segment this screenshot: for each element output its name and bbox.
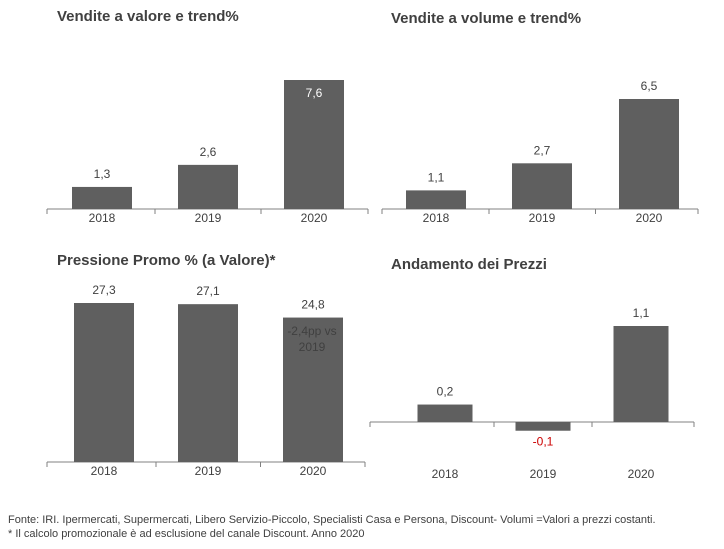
x-tick-label-2019: 2019 [529,211,556,225]
chart-price-trend: 0,2 2018 -0,1 2019 1,1 2020 [369,306,695,481]
data-label-2018: 0,2 [437,385,454,399]
bar-2018 [406,190,466,209]
data-label-2020: 24,8 [301,298,325,312]
data-label-2019: 2,7 [534,143,551,157]
x-tick-label-2018: 2018 [89,211,116,225]
x-tick-label-2020: 2020 [628,467,655,481]
data-label-2019: 2,6 [200,145,217,159]
x-tick-label-2018: 2018 [91,464,118,478]
footer-source: Fonte: IRI. Ipermercati, Supermercati, L… [8,514,656,526]
bar-2020 [284,80,344,209]
bar-2019 [178,304,238,462]
x-tick-label-2020: 2020 [636,211,663,225]
bar-2020 [283,317,343,462]
bar-2019 [515,422,571,431]
x-tick-label-2018: 2018 [423,211,450,225]
x-tick-label-2019: 2019 [530,467,557,481]
chart-value-sales: 1,3 2018 2,6 2019 7,6 2020 [46,80,369,225]
x-tick-label-2020: 2020 [301,211,328,225]
bar-2019 [178,164,238,209]
x-tick-label-2020: 2020 [300,464,327,478]
chart-volume-sales: 1,1 2018 2,7 2019 6,5 2020 [381,79,699,225]
data-label-2020: 6,5 [641,79,658,93]
annotation-line: -2,4pp vs [287,324,336,338]
data-label-2018: 1,3 [94,167,111,181]
chart-title-promo-pressure: Pressione Promo % (a Valore)* [57,252,276,269]
chart-title-value-sales: Vendite a valore e trend% [57,8,239,25]
x-tick-label-2019: 2019 [195,464,222,478]
x-tick-label-2018: 2018 [432,467,459,481]
bar-2018 [417,404,473,422]
x-tick-label-2019: 2019 [195,211,222,225]
footer-asterisk-note: * Il calcolo promozionale è ad esclusion… [8,528,365,540]
chart-title-volume-sales: Vendite a volume e trend% [391,10,582,27]
bar-2018 [72,186,132,209]
bar-2019 [512,163,572,209]
bar-2020 [619,99,679,209]
data-label-2020: 7,6 [306,86,323,100]
bar-2020 [613,326,669,422]
footer-note: Fonte: IRI. Ipermercati, Supermercati, L… [8,513,656,541]
data-label-2019: -0,1 [533,435,554,449]
chart-title-price-trend: Andamento dei Prezzi [391,256,547,273]
chart-promo-pressure: 27,3 2018 27,1 2019 24,8 2020 -2,4pp vs 2019 [46,283,366,478]
bar-2018 [74,303,134,462]
data-label-2020: 1,1 [633,306,650,320]
data-label-2018: 27,3 [92,283,116,297]
data-label-2019: 27,1 [196,284,220,298]
annotation-line: 2019 [299,340,326,354]
data-label-2018: 1,1 [428,170,445,184]
